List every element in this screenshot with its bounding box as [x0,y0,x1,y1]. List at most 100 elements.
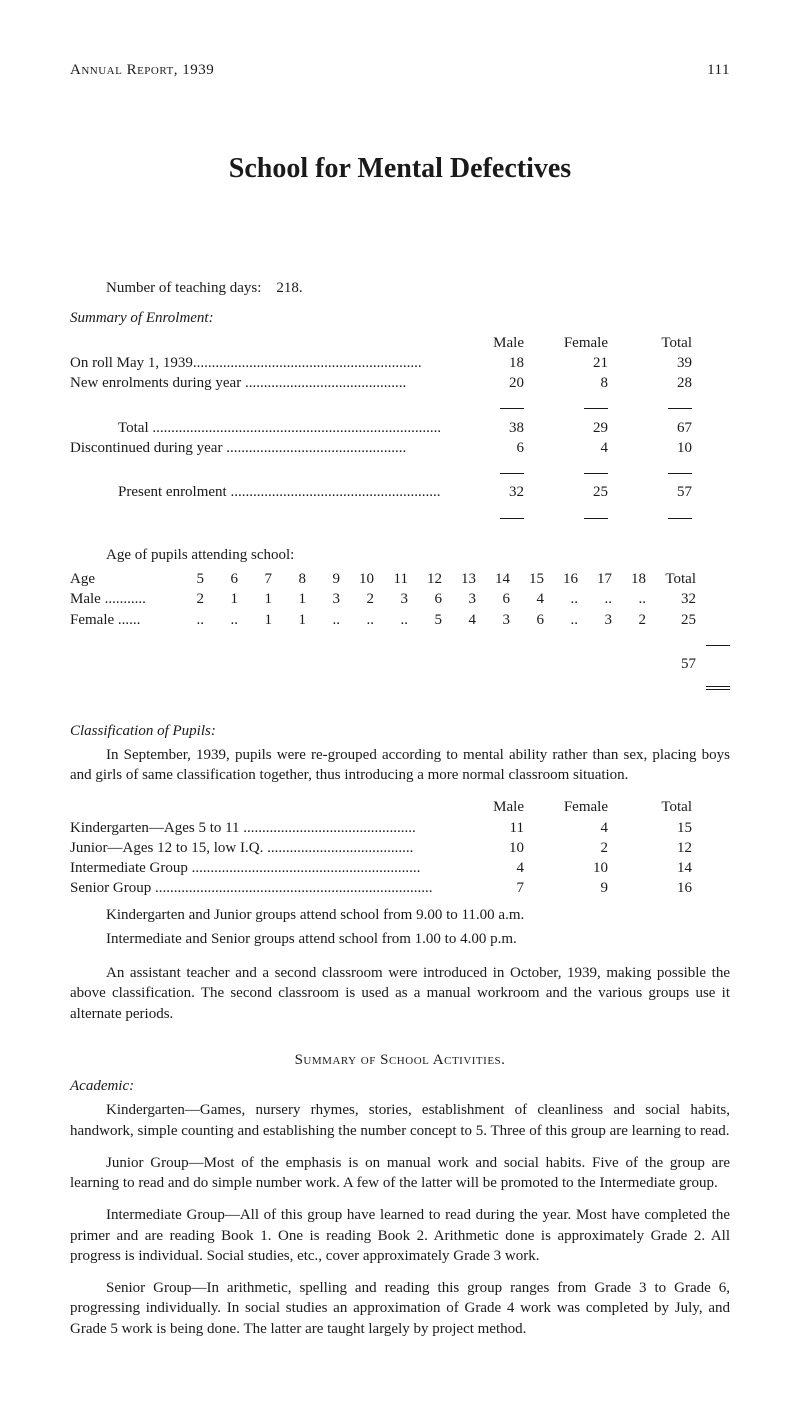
age-col: 14 [476,569,510,589]
rule [70,395,730,415]
double-rule [70,676,730,696]
cell: .. [340,610,374,630]
cell: 8 [524,373,608,393]
row-label: Present enrolment ......................… [70,482,440,502]
page-title: School for Mental Defectives [70,150,730,188]
classification-heading: Classification of Pupils: [70,721,730,741]
cell: 1 [272,610,306,630]
age-col: 15 [510,569,544,589]
header-left: Annual Report, 1939 [70,60,214,80]
cell: 15 [608,818,692,838]
cell: 20 [440,373,524,393]
cell: 2 [170,589,204,609]
cell: 6 [476,589,510,609]
cell: 3 [374,589,408,609]
teaching-days-label: Number of teaching days: [106,280,261,296]
cell: 14 [608,858,692,878]
cell: 10 [608,438,692,458]
cell: .. [544,589,578,609]
row-label: Intermediate Group .....................… [70,858,440,878]
age-col: 8 [272,569,306,589]
grand-total: 57 [646,654,696,674]
summary-present-row: Present enrolment ......................… [70,482,730,502]
cell: 1 [204,589,238,609]
teaching-days-line: Number of teaching days: 218. [70,278,730,298]
age-col-total: Total [646,569,696,589]
cell: 4 [442,610,476,630]
cell: .. [374,610,408,630]
cell: 2 [340,589,374,609]
col-female: Female [524,797,608,817]
age-intro: Age of pupils attending school: [70,545,730,565]
age-male-row: Male ........... 2 1 1 1 3 2 3 6 3 6 4 .… [70,589,730,609]
summary-total-row: Total ..................................… [70,418,730,438]
age-header-row: Age 5 6 7 8 9 10 11 12 13 14 15 16 17 18… [70,569,730,589]
col-total: Total [608,797,692,817]
age-col: 5 [170,569,204,589]
activities-junior: Junior Group—Most of the emphasis is on … [70,1153,730,1194]
cell: 3 [442,589,476,609]
cell: 11 [440,818,524,838]
cell: 3 [578,610,612,630]
classification-row: Senior Group ...........................… [70,878,730,898]
classification-row: Intermediate Group .....................… [70,858,730,878]
row-label: Junior—Ages 12 to 15, low I.Q. .........… [70,838,440,858]
cell: 38 [440,418,524,438]
cell: 18 [440,353,524,373]
classification-para2: An assistant teacher and a second classr… [70,963,730,1024]
age-col: 16 [544,569,578,589]
cell: 2 [612,610,646,630]
cell: .. [612,589,646,609]
cell-total: 32 [646,589,696,609]
age-col: 6 [204,569,238,589]
cell: 1 [238,589,272,609]
cell: 6 [440,438,524,458]
age-col: 12 [408,569,442,589]
col-male: Male [440,333,524,353]
cell-total: 25 [646,610,696,630]
cell: 4 [510,589,544,609]
classification-row: Junior—Ages 12 to 15, low I.Q. .........… [70,838,730,858]
age-label: Age [70,569,170,589]
age-col: 17 [578,569,612,589]
age-table: Age of pupils attending school: Age 5 6 … [70,545,730,697]
classification-col-heads: Male Female Total [70,797,730,817]
rule [70,460,730,480]
page-number: 111 [707,60,730,80]
col-female: Female [524,333,608,353]
cell: 12 [608,838,692,858]
cell: 6 [408,589,442,609]
cell: 32 [440,482,524,502]
classification-note2: Intermediate and Senior groups attend sc… [70,929,730,949]
cell: .. [170,610,204,630]
rule [70,632,730,652]
cell: 4 [524,818,608,838]
row-label: New enrolments during year .............… [70,373,440,393]
cell: 10 [440,838,524,858]
col-male: Male [440,797,524,817]
page: Annual Report, 1939 111 School for Menta… [0,0,800,1411]
cell: 4 [440,858,524,878]
cell: .. [578,589,612,609]
teaching-days-value: 218. [276,280,302,296]
cell: 9 [524,878,608,898]
cell: 7 [440,878,524,898]
age-col: 18 [612,569,646,589]
row-label: Total ..................................… [70,418,440,438]
cell: .. [306,610,340,630]
age-col: 10 [340,569,374,589]
cell: 67 [608,418,692,438]
cell: 6 [510,610,544,630]
age-female-row: Female ...... .. .. 1 1 .. .. .. 5 4 3 6… [70,610,730,630]
row-label: Discontinued during year ...............… [70,438,440,458]
cell: 57 [608,482,692,502]
cell: 28 [608,373,692,393]
running-header: Annual Report, 1939 111 [70,60,730,80]
activities-heading: Summary of School Activities. [70,1050,730,1070]
cell: 10 [524,858,608,878]
cell: 5 [408,610,442,630]
cell: 1 [272,589,306,609]
activities-senior: Senior Group—In arithmetic, spelling and… [70,1278,730,1339]
row-label: Senior Group ...........................… [70,878,440,898]
academic-label: Academic: [70,1076,730,1096]
